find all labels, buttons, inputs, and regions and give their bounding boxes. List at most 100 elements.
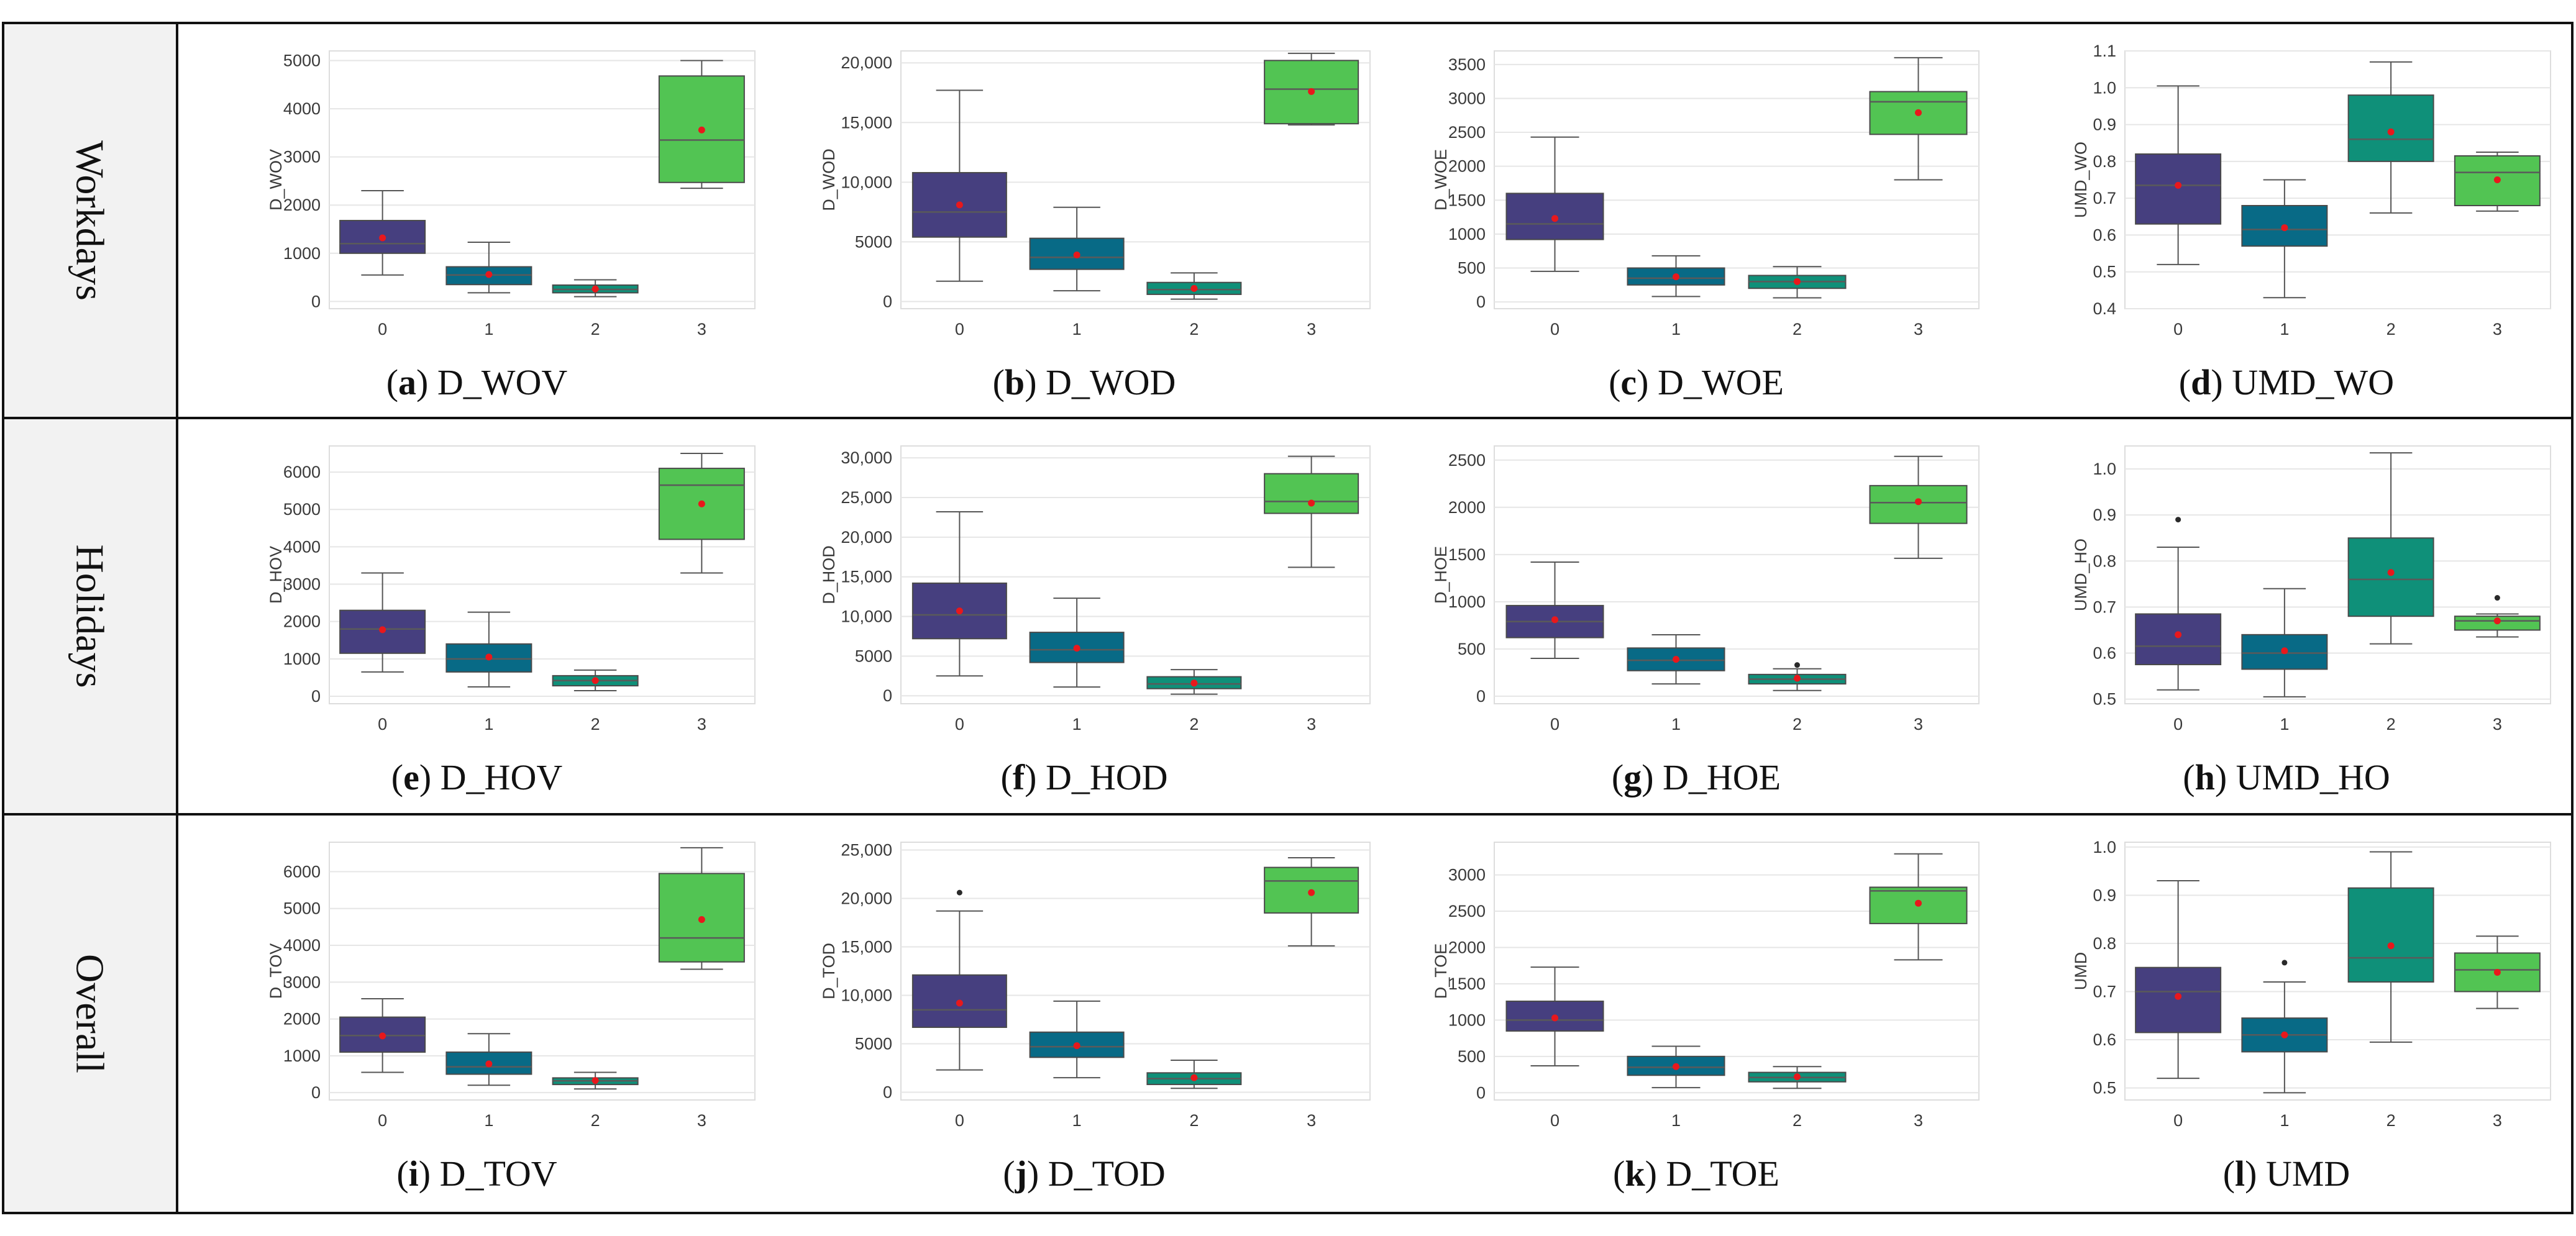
y-tick-label: 0 <box>311 292 321 311</box>
mean-marker <box>1190 1074 1198 1081</box>
panel-caption: (e) D_HOV <box>391 757 563 797</box>
x-tick-label: 2 <box>591 320 600 339</box>
x-tick-label: 3 <box>1307 320 1316 339</box>
x-tick-label: 3 <box>2493 320 2502 339</box>
panel-caption: (b) D_WOD <box>993 362 1176 402</box>
caption-name: ) D_WOE <box>1637 362 1784 402</box>
mean-marker <box>485 271 493 278</box>
box-iqr <box>911 582 1007 640</box>
x-tick-label: 0 <box>955 715 964 734</box>
mean-marker <box>2493 968 2501 976</box>
x-tick-label: 1 <box>484 1111 493 1130</box>
mean-marker <box>1673 656 1679 663</box>
y-tick-label: 1500 <box>1448 975 1486 993</box>
x-tick-label: 2 <box>2386 715 2396 734</box>
y-tick-label: 2500 <box>1448 123 1486 142</box>
caption-letter: i <box>409 1153 419 1194</box>
caption-letter: f <box>1013 757 1025 797</box>
y-tick-label: 0.4 <box>2093 299 2116 318</box>
panel-l: 0.5 0.6 0.7 0.8 0.9 1.0 UMD 0 1 2 3 (l) UMD <box>2071 838 2551 1194</box>
x-tick-label: 0 <box>2173 715 2183 734</box>
box-cluster-3: 3 <box>2454 152 2541 339</box>
outlier-point <box>2494 595 2500 601</box>
y-tick-label: 0.8 <box>2093 152 2116 171</box>
y-tick-label: 1000 <box>1448 225 1486 243</box>
y-axis-label: UMD <box>2071 952 2090 991</box>
x-tick-label: 0 <box>1550 320 1560 339</box>
y-tick-label: 0 <box>1476 1083 1486 1102</box>
box-cluster-0: 0 <box>339 189 426 339</box>
mean-marker <box>1794 675 1801 682</box>
mean-marker <box>2387 942 2395 950</box>
y-tick-label: 15,000 <box>841 568 892 586</box>
y-tick-label: 25,000 <box>841 840 892 859</box>
panel-caption: (j) D_TOD <box>1003 1153 1166 1194</box>
x-tick-label: 0 <box>378 320 387 339</box>
x-tick-label: 1 <box>1671 715 1681 734</box>
y-tick-label: 1.0 <box>2093 460 2116 478</box>
caption-paren-open: ( <box>1003 1153 1015 1194</box>
row-labels: Workdays Holidays Overall <box>68 140 112 1073</box>
box-cluster-2: 2 <box>1146 1060 1242 1130</box>
box-cluster-1: 1 <box>445 611 532 734</box>
box-cluster-0: 0 <box>911 89 1007 339</box>
box-iqr <box>2135 966 2222 1034</box>
panel-caption: (f) D_HOD <box>1000 757 1167 797</box>
outlier-point <box>1794 662 1800 668</box>
box-cluster-2: 2 <box>552 1071 639 1130</box>
caption-name: ) UMD_HO <box>2215 757 2390 797</box>
row-label-column <box>3 23 177 1213</box>
box-cluster-1: 1 <box>1029 1000 1125 1130</box>
mean-marker <box>1915 899 1922 907</box>
row-label: Overall <box>68 954 112 1073</box>
x-tick-label: 3 <box>1914 320 1923 339</box>
mean-marker <box>956 607 963 615</box>
box-cluster-1: 1 <box>2241 960 2328 1130</box>
mean-marker <box>1073 252 1080 259</box>
box-cluster-2: 2 <box>552 669 639 734</box>
box-cluster-1: 1 <box>1627 255 1725 339</box>
mean-marker <box>485 1060 493 1068</box>
x-tick-label: 1 <box>2280 715 2289 734</box>
y-tick-label: 4000 <box>283 537 321 556</box>
y-tick-label: 20,000 <box>841 53 892 72</box>
mean-marker <box>1190 284 1198 292</box>
y-tick-label: 5000 <box>283 500 321 519</box>
x-tick-label: 1 <box>1072 715 1082 734</box>
mean-marker <box>1915 109 1922 116</box>
x-tick-label: 3 <box>1914 1111 1923 1130</box>
mean-marker <box>1794 278 1801 285</box>
y-axis-label: D_TOV <box>267 943 285 999</box>
caption-letter: h <box>2195 757 2215 797</box>
y-tick-label: 3000 <box>1448 866 1486 884</box>
y-tick-label: 1000 <box>1448 593 1486 611</box>
box-cluster-3: 3 <box>1264 857 1359 1130</box>
y-tick-label: 4000 <box>283 936 321 955</box>
table-border <box>2 22 2574 1214</box>
y-tick-label: 0.6 <box>2093 1030 2116 1049</box>
caption-name: ) D_WOD <box>1025 362 1176 402</box>
panel-c: 0 500 1000 1500 2000 2500 3000 3500 D_WOE 0 1 2 3 (c)… <box>1432 50 1980 402</box>
mean-marker <box>956 201 963 209</box>
mean-marker <box>698 500 705 507</box>
mean-marker <box>698 916 705 923</box>
y-axis-label: UMD_HO <box>2071 538 2090 611</box>
mean-marker <box>1308 499 1315 507</box>
panel-caption: (l) UMD <box>2223 1153 2350 1194</box>
y-tick-label: 0 <box>1476 293 1486 311</box>
y-axis-label: D_WOD <box>820 148 838 211</box>
x-tick-label: 0 <box>2173 1111 2183 1130</box>
box-cluster-0: 0 <box>339 997 426 1130</box>
caption-name: ) D_HOV <box>419 757 562 797</box>
mean-marker <box>1551 1014 1558 1022</box>
y-tick-label: 2000 <box>1448 498 1486 517</box>
panel-a: 0 1000 2000 3000 4000 5000 D_WOV 0 1 2 3 (a) D_WOV <box>267 50 756 402</box>
mean-marker <box>2387 128 2395 135</box>
y-tick-label: 3000 <box>283 148 321 166</box>
caption-letter: c <box>1620 362 1637 402</box>
panel-d: 0.4 0.5 0.6 0.7 0.8 0.9 1.0 1.1 UMD_WO 0 1 2 3 (d) UM… <box>2071 42 2551 402</box>
mean-marker <box>1673 1063 1679 1070</box>
y-tick-label: 0.7 <box>2093 982 2116 1001</box>
x-tick-label: 0 <box>378 715 387 734</box>
x-tick-label: 3 <box>1914 715 1923 734</box>
